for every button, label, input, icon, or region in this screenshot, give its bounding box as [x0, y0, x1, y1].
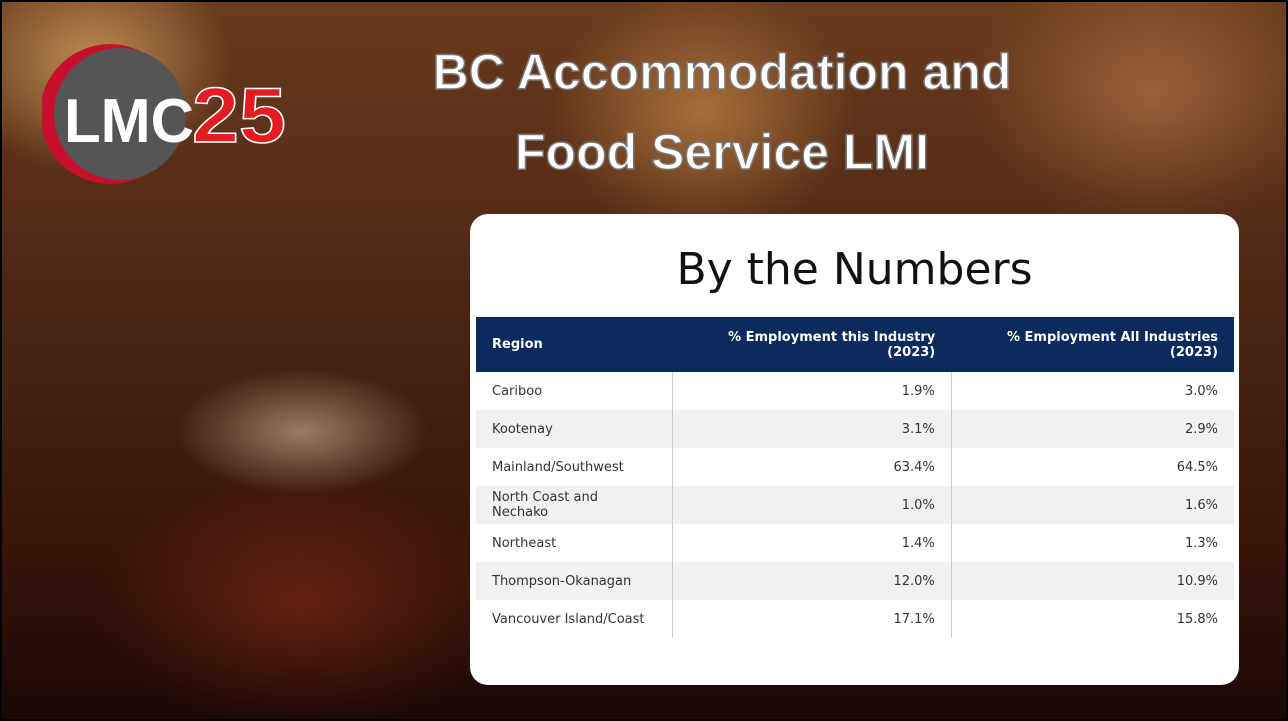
table-cell: 15.8% [951, 600, 1234, 638]
table-cell: 1.4% [672, 524, 951, 562]
table-cell: 17.1% [672, 600, 951, 638]
table-cell: Mainland/Southwest [476, 448, 672, 486]
logo-number: 25 [192, 71, 286, 159]
table-cell: North Coast and Nechako [476, 486, 672, 524]
table-cell: Thompson-Okanagan [476, 562, 672, 600]
table-cell: 3.0% [951, 372, 1234, 410]
logo-text: LMC [64, 87, 194, 156]
header-cell: % Employment All Industries (2023) [951, 317, 1234, 372]
title-line: BC Accommodation and [332, 32, 1112, 112]
table-cell: Northeast [476, 524, 672, 562]
table-cell: 1.6% [951, 486, 1234, 524]
table-cell: Cariboo [476, 372, 672, 410]
table-cell: 10.9% [951, 562, 1234, 600]
title: BC Accommodation and Food Service LMI [332, 32, 1112, 192]
slide: LMC 25 BC Accommodation and Food Service… [0, 0, 1288, 721]
table-cell: Kootenay [476, 410, 672, 448]
table-cell: 12.0% [672, 562, 951, 600]
table-cell: 1.3% [951, 524, 1234, 562]
table-cell: 64.5% [951, 448, 1234, 486]
title-line: Food Service LMI [332, 112, 1112, 192]
card-heading: By the Numbers [470, 244, 1239, 295]
logo: LMC 25 [42, 42, 292, 192]
data-table: Region% Employment this Industry (2023)%… [476, 317, 1234, 638]
table-cell: Vancouver Island/Coast [476, 600, 672, 638]
table-cell: 1.0% [672, 486, 951, 524]
table-cell: 2.9% [951, 410, 1234, 448]
header-row: Region% Employment this Industry (2023)%… [476, 317, 1234, 372]
card: By the Numbers Region% Employment this I… [470, 214, 1239, 685]
table-cell: 3.1% [672, 410, 951, 448]
header-cell: % Employment this Industry (2023) [672, 317, 951, 372]
header-cell: Region [476, 317, 672, 372]
table-cell: 1.9% [672, 372, 951, 410]
table-cell: 63.4% [672, 448, 951, 486]
